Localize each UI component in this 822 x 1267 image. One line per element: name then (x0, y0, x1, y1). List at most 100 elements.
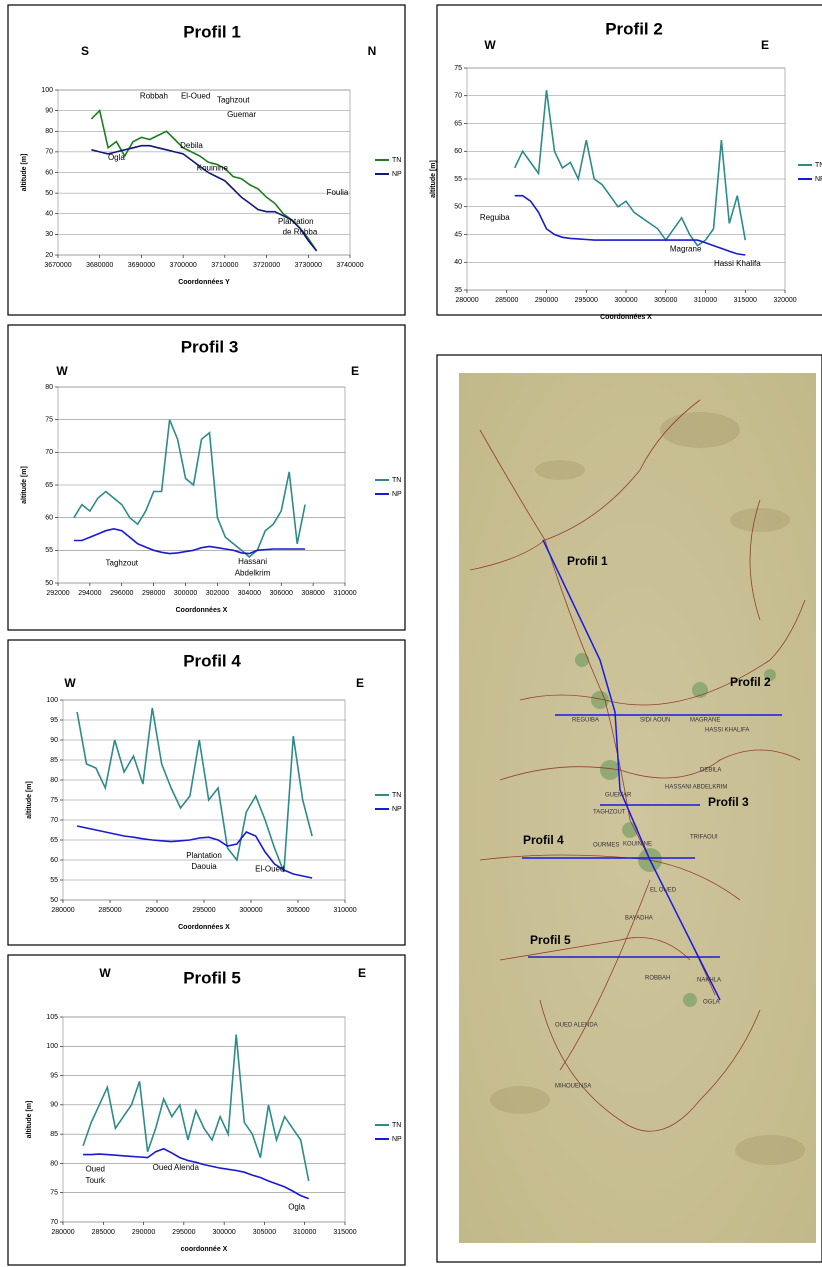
legend-label: NP (392, 1136, 402, 1143)
y-tick-label: 100 (41, 87, 53, 94)
y-axis-label: altitude [m] (430, 160, 437, 198)
legend-label: TN (392, 1122, 401, 1129)
x-tick-label: 310000 (694, 297, 717, 304)
annotation: Hassi Khalifa (714, 259, 761, 268)
direction-label: N (368, 44, 377, 58)
place-label: DEBILA (700, 768, 721, 774)
x-tick-label: 3740000 (336, 262, 363, 269)
legend-label: NP (392, 806, 402, 813)
y-tick-label: 35 (454, 287, 462, 294)
y-tick-label: 40 (45, 211, 53, 218)
direction-label: W (99, 966, 111, 980)
x-tick-label: 3720000 (253, 262, 280, 269)
x-tick-label: 280000 (51, 1229, 74, 1236)
legend-label: TN (392, 792, 401, 799)
place-label: TAGHZOUT (593, 810, 626, 816)
place-label: OGLA (703, 1000, 720, 1006)
y-tick-label: 90 (50, 1102, 58, 1109)
place-label: REGUIBA (572, 718, 599, 724)
x-tick-label: 294000 (78, 590, 101, 597)
y-tick-label: 75 (50, 1190, 58, 1197)
y-tick-label: 40 (454, 259, 462, 266)
x-axis-label: Coordonnées Y (178, 279, 230, 286)
legend-label: NP (392, 171, 402, 178)
y-tick-label: 90 (45, 107, 53, 114)
annotation: de Robba (283, 227, 318, 236)
place-label: NAKHLA (697, 978, 721, 984)
x-tick-label: 320000 (773, 297, 796, 304)
y-axis-label: altitude [m] (26, 781, 33, 819)
annotation: Ogla (108, 153, 125, 162)
y-tick-label: 70 (50, 817, 58, 824)
place-label: ROBBAH (645, 976, 670, 982)
annotation: El-Oued (255, 864, 284, 873)
annotation: Ogla (288, 1202, 305, 1211)
y-tick-label: 55 (45, 547, 53, 554)
x-tick-label: 290000 (535, 297, 558, 304)
y-tick-label: 45 (454, 231, 462, 238)
chart-panel: 3540455055606570752800002850002900002950… (430, 5, 822, 321)
x-tick-label: 308000 (301, 590, 324, 597)
place-label: KOUININE (623, 842, 652, 848)
x-tick-label: 310000 (293, 1229, 316, 1236)
profile-label: Profil 4 (523, 833, 564, 847)
annotation: Kouinine (197, 163, 229, 172)
x-tick-label: 300000 (239, 907, 262, 914)
y-tick-label: 75 (454, 65, 462, 72)
annotation: Plantation (278, 217, 314, 226)
y-tick-label: 80 (45, 128, 53, 135)
legend-label: NP (392, 491, 402, 498)
x-tick-label: 310000 (333, 590, 356, 597)
place-label: BAYADHA (625, 916, 653, 922)
x-tick-label: 280000 (455, 297, 478, 304)
place-label: MAGRANE (690, 718, 720, 724)
y-tick-label: 100 (46, 697, 58, 704)
annotation: Oued Alenda (153, 1163, 200, 1172)
x-tick-label: 298000 (142, 590, 165, 597)
direction-label: S (81, 44, 89, 58)
x-tick-label: 295000 (172, 1229, 195, 1236)
x-tick-label: 3710000 (211, 262, 238, 269)
y-tick-label: 105 (46, 1014, 58, 1021)
x-tick-label: 285000 (98, 907, 121, 914)
y-tick-label: 95 (50, 717, 58, 724)
annotation: Guemar (227, 110, 256, 119)
plot-area (63, 1017, 345, 1222)
y-tick-label: 55 (50, 877, 58, 884)
annotation: Taghzout (106, 559, 139, 568)
y-tick-label: 70 (45, 149, 53, 156)
annotation: Reguiba (480, 213, 510, 222)
x-tick-label: 285000 (495, 297, 518, 304)
y-tick-label: 50 (45, 580, 53, 587)
direction-label: E (351, 364, 359, 378)
annotation: Oued (85, 1164, 105, 1173)
chart-panel: 2030405060708090100367000036800003690000… (8, 5, 405, 315)
y-tick-label: 80 (50, 777, 58, 784)
place-label: GUEMAR (605, 793, 632, 799)
x-tick-label: 295000 (192, 907, 215, 914)
y-tick-label: 65 (45, 482, 53, 489)
y-axis-label: altitude [m] (21, 466, 28, 504)
profile-label: Profil 1 (567, 554, 608, 568)
y-tick-label: 20 (45, 252, 53, 259)
annotation: Foulia (327, 188, 349, 197)
y-tick-label: 90 (50, 737, 58, 744)
place-label: TRIFAOUI (690, 835, 718, 841)
x-tick-label: 300000 (212, 1229, 235, 1236)
direction-label: W (484, 38, 496, 52)
y-tick-label: 60 (45, 169, 53, 176)
direction-label: W (64, 676, 76, 690)
x-tick-label: 3700000 (170, 262, 197, 269)
y-tick-label: 65 (50, 837, 58, 844)
annotation: Hassani (238, 557, 267, 566)
y-tick-label: 50 (454, 204, 462, 211)
y-tick-label: 60 (45, 515, 53, 522)
y-axis-label: altitude [m] (21, 154, 28, 192)
profile-label: Profil 2 (730, 675, 771, 689)
y-tick-label: 70 (45, 449, 53, 456)
annotation: Magrane (670, 245, 702, 254)
legend-label: TN (392, 477, 401, 484)
legend-label: TN (392, 157, 401, 164)
